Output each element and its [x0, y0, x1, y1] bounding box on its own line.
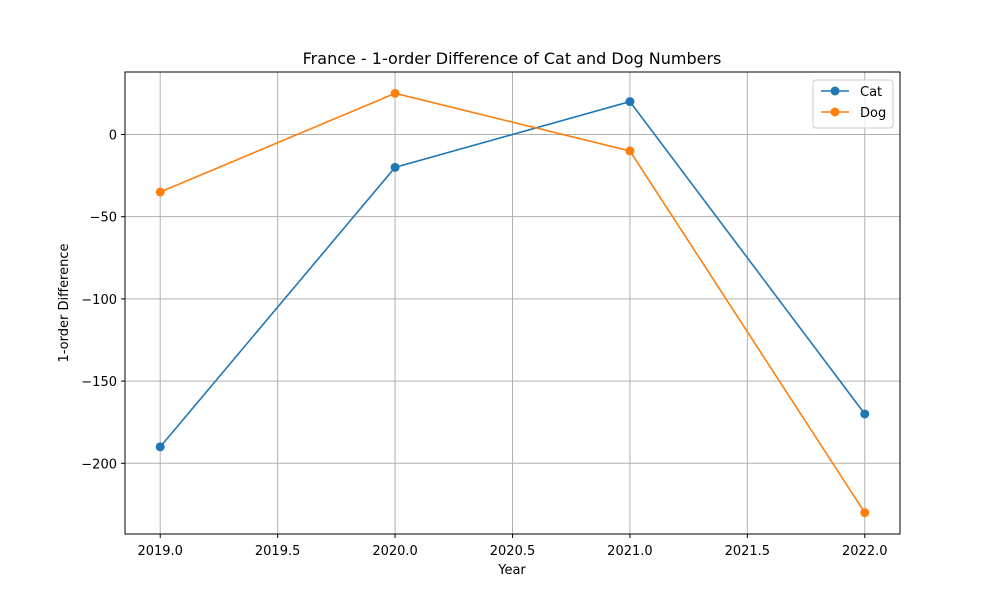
- data-point-cat: [155, 442, 165, 452]
- y-tick-label: 0: [109, 128, 117, 143]
- series-cat: [155, 97, 870, 452]
- data-point-cat: [390, 162, 400, 172]
- y-tick-label: −150: [81, 375, 117, 390]
- y-tick-label: −100: [81, 293, 117, 308]
- data-point-dog: [860, 508, 870, 518]
- axis-ticks: 2019.0 2019.5 2020.0 2020.5 2021.0 2021.5 2022…: [81, 128, 887, 559]
- data-point-dog: [390, 88, 400, 98]
- grid-lines: [125, 72, 900, 534]
- x-tick-label: 2019.0: [137, 544, 183, 559]
- series-line-cat: [159, 100, 866, 448]
- x-tick-label: 2019.5: [255, 544, 301, 559]
- data-point-cat: [860, 409, 870, 419]
- x-tick-label: 2020.0: [372, 544, 418, 559]
- y-tick-label: −200: [81, 457, 117, 472]
- data-point-cat: [625, 97, 635, 107]
- y-tick-label: −50: [90, 211, 117, 226]
- x-tick-label: 2021.5: [725, 544, 771, 559]
- series-line-dog: [159, 92, 866, 514]
- legend-marker-dog: [830, 107, 840, 117]
- series-dog: [155, 88, 870, 518]
- x-tick-label: 2020.5: [490, 544, 536, 559]
- data-point-dog: [625, 146, 635, 156]
- x-tick-label: 2022.0: [842, 544, 888, 559]
- legend-label-cat: Cat: [860, 85, 882, 100]
- legend: Cat Dog: [812, 79, 894, 129]
- x-tick-label: 2021.0: [607, 544, 653, 559]
- legend-label-dog: Dog: [860, 106, 886, 121]
- data-point-dog: [155, 187, 165, 197]
- chart-title: France - 1-order Difference of Cat and D…: [303, 49, 722, 68]
- legend-marker-cat: [830, 86, 840, 96]
- y-axis-label: 1-order Difference: [57, 243, 72, 362]
- x-axis-label: Year: [497, 563, 526, 578]
- series-layer: [155, 88, 870, 518]
